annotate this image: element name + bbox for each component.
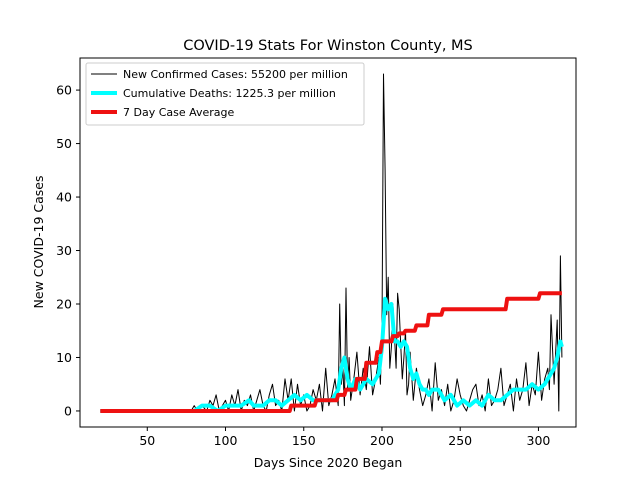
y-tick-label: 50 (56, 136, 72, 151)
y-tick-label: 30 (56, 243, 72, 258)
series-line-1 (100, 296, 564, 413)
legend: New Confirmed Cases: 55200 per million Cu… (85, 62, 365, 126)
y-tick-label: 10 (56, 350, 72, 365)
x-axis-label: Days Since 2020 Began (254, 455, 403, 470)
chart-title: COVID-19 Stats For Winston County, MS (183, 38, 473, 54)
legend-box (85, 62, 365, 126)
x-tick-label: 250 (448, 433, 472, 448)
series-layer (100, 73, 564, 413)
series-line-2 (100, 291, 562, 413)
y-axis-label: New COVID-19 Cases (31, 176, 46, 309)
legend-label-1: Cumulative Deaths: 1225.3 per million (123, 87, 336, 100)
legend-label-2: 7 Day Case Average (123, 106, 235, 119)
series-line-0 (100, 73, 563, 412)
y-axis-ticks: 0 10 20 30 40 50 60 (56, 83, 80, 418)
x-axis-ticks: 50 100 150 200 250 300 (139, 427, 550, 448)
y-tick-label: 0 (64, 403, 72, 418)
x-tick-label: 200 (370, 433, 394, 448)
x-tick-label: 50 (139, 433, 155, 448)
x-tick-label: 150 (292, 433, 316, 448)
y-tick-label: 40 (56, 190, 72, 205)
y-tick-label: 60 (56, 83, 72, 98)
y-tick-label: 20 (56, 297, 72, 312)
legend-label-0: New Confirmed Cases: 55200 per million (123, 68, 348, 81)
x-tick-label: 300 (527, 433, 551, 448)
x-tick-label: 100 (214, 433, 238, 448)
plot-frame (79, 57, 577, 428)
